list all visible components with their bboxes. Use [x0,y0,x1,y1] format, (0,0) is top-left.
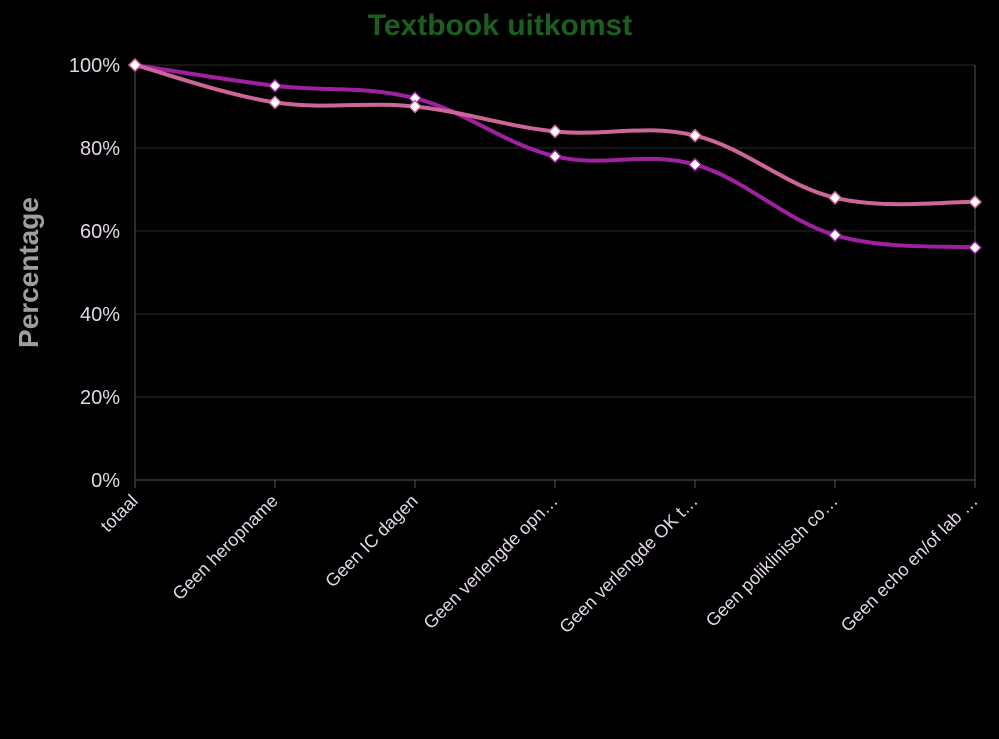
chart-title: Textbook uitkomst [368,9,632,42]
y-axis-label: Percentage [13,197,44,348]
chart-svg: Textbook uitkomst0%20%40%60%80%100%totaa… [0,0,999,739]
y-tick-label: 60% [80,221,120,243]
y-tick-label: 20% [80,387,120,409]
y-tick-label: 80% [80,138,120,160]
y-tick-label: 100% [69,55,120,77]
chart-container: Textbook uitkomst0%20%40%60%80%100%totaa… [0,0,999,739]
y-tick-label: 40% [80,304,120,326]
y-tick-label: 0% [91,470,120,492]
